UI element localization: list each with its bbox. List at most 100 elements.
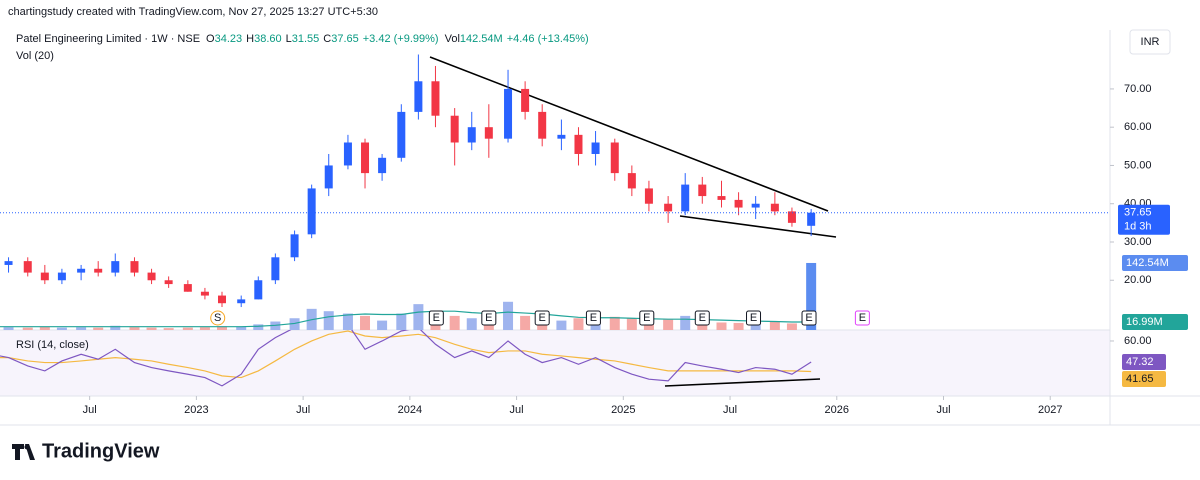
volume-bar: [697, 321, 708, 330]
ohlc-value: 34.23: [215, 33, 243, 45]
candle-body: [751, 203, 760, 208]
rsi-tag: [1122, 354, 1166, 371]
candle-body: [787, 211, 796, 223]
rsi-ma-tag: [1122, 371, 1166, 388]
x-tick-label: 2025: [611, 404, 635, 416]
candle-body: [218, 295, 226, 304]
volume-bar: [466, 318, 477, 330]
event-icon: [746, 310, 762, 326]
volume-bar: [146, 327, 157, 330]
x-tick-label: 2023: [184, 404, 208, 416]
event-label: E: [433, 312, 440, 324]
volume-bar: [609, 316, 620, 330]
ohlc-label: L: [286, 33, 292, 45]
trendline: [679, 215, 837, 238]
candle-body: [378, 157, 387, 174]
trendlines: [429, 56, 837, 387]
x-tick-label: Jul: [936, 404, 950, 416]
x-tick-label: 2024: [398, 404, 422, 416]
x-tick-label: Jul: [723, 404, 737, 416]
volume-bar: [217, 326, 227, 330]
volume-ma-tag: [1122, 314, 1188, 331]
y-tick-label: 20.00: [1124, 274, 1152, 286]
rsi-plot: [0, 330, 812, 387]
price-tag-label: 37.65: [1124, 207, 1152, 219]
event-label: E: [859, 312, 866, 324]
event-label: E: [643, 312, 650, 324]
trendline: [664, 378, 821, 387]
candle-body: [734, 199, 743, 208]
candle-body: [807, 212, 816, 226]
event-icon: [210, 310, 226, 326]
candle-body: [40, 272, 49, 281]
candle-body: [4, 261, 13, 265]
rsi-title: RSI (14, close): [16, 339, 89, 351]
volume-bar: [520, 315, 531, 330]
volume-bar: [573, 318, 584, 330]
event-icon: [585, 310, 601, 326]
candle-body: [130, 261, 139, 273]
volume-bar: [342, 313, 353, 330]
candle-body: [644, 188, 653, 204]
volume-bar: [503, 301, 514, 330]
candle-body: [521, 88, 530, 112]
candle-body: [361, 142, 370, 174]
trendline: [429, 56, 829, 212]
vol-label: Vol: [445, 33, 460, 45]
currency[interactable]: INR: [1141, 36, 1160, 48]
y-tick-label: 70.00: [1124, 83, 1152, 95]
rsi-ma-tag-label: 41.65: [1126, 373, 1154, 385]
candle-body: [183, 284, 192, 292]
volume-bar: [413, 304, 424, 330]
attribution: chartingstudy created with TradingView.c…: [8, 6, 378, 18]
volume-bar: [199, 327, 210, 330]
event-label: E: [805, 312, 812, 324]
candle-body: [324, 165, 333, 189]
candle-body: [557, 134, 566, 139]
volume-bar: [22, 327, 33, 330]
candle-body: [164, 280, 173, 285]
y-tick-label: 60.00: [1124, 335, 1152, 347]
volume-bar: [110, 325, 121, 330]
ohlc-value: 38.60: [254, 33, 282, 45]
ohlc-label: O: [206, 33, 215, 45]
event-label: E: [590, 312, 597, 324]
volume-bar: [716, 322, 727, 330]
candle-body: [467, 127, 476, 143]
candle-body: [111, 261, 120, 273]
volume-bar: [377, 320, 388, 330]
candle-body: [414, 81, 423, 112]
candle-body: [591, 142, 600, 154]
volume-bar: [39, 326, 50, 330]
volume-bar: [289, 318, 300, 330]
event-icon: [639, 310, 655, 326]
candle-body: [147, 272, 156, 281]
price-tag: [1118, 204, 1170, 235]
event-label: E: [539, 312, 546, 324]
candle-body: [23, 261, 32, 273]
event-label: E: [699, 312, 706, 324]
ohlc-value: 37.65: [331, 33, 359, 45]
volume-title: Vol (20): [16, 50, 54, 62]
y-tick-label: 30.00: [1124, 236, 1152, 248]
candle-body: [698, 184, 707, 197]
candle-body: [94, 268, 103, 273]
ohlc-value: 31.55: [292, 33, 320, 45]
change: +3.42 (+9.99%): [363, 33, 439, 45]
event-icon: [428, 310, 444, 326]
candle-body: [538, 111, 547, 139]
symbol: Patel Engineering Limited · 1W · NSE: [16, 33, 200, 45]
volume-tag-label: 142.54M: [1126, 257, 1169, 269]
candle-body: [271, 257, 280, 281]
ohlc-label: H: [246, 33, 254, 45]
vol-change: +4.46 (+13.45%): [507, 33, 589, 45]
volume-bar: [3, 327, 14, 330]
currency-button[interactable]: [1129, 29, 1171, 55]
volume-bar: [449, 315, 460, 330]
rsi-line: [0, 330, 812, 387]
x-tick-label: 2026: [825, 404, 849, 416]
candle-body: [397, 111, 406, 158]
candle-body: [664, 203, 673, 212]
candle-body: [254, 280, 263, 300]
